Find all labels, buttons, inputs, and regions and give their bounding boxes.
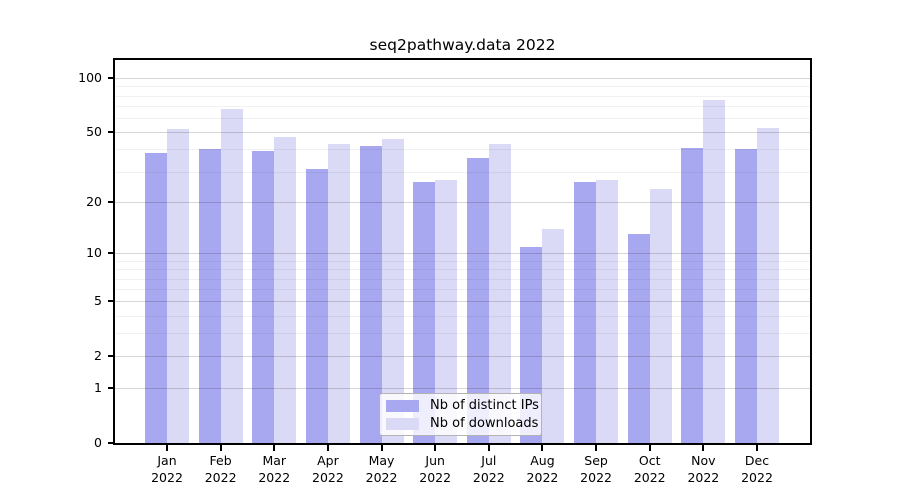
x-tick-label: Jun 2022 bbox=[403, 452, 467, 486]
x-tick-year: 2022 bbox=[741, 470, 773, 485]
x-tick-label: Feb 2022 bbox=[189, 452, 253, 486]
x-tick-year: 2022 bbox=[365, 470, 398, 485]
y-tick bbox=[108, 252, 115, 255]
y-tick-label: 20 bbox=[86, 194, 102, 210]
x-tick-month: Oct bbox=[638, 453, 661, 468]
x-tick-label: Mar 2022 bbox=[242, 452, 306, 486]
legend-label: Nb of distinct IPs bbox=[430, 398, 539, 413]
y-tick-label: 5 bbox=[94, 293, 102, 309]
bar-downloads bbox=[542, 228, 565, 443]
x-tick bbox=[756, 445, 758, 451]
chart-title: seq2pathway.data 2022 bbox=[369, 36, 556, 54]
legend-swatch-downloads bbox=[386, 417, 419, 430]
bar-downloads bbox=[757, 127, 779, 443]
y-tick-label: 100 bbox=[78, 70, 102, 86]
y-tick bbox=[108, 442, 115, 444]
x-tick-month: Apr bbox=[317, 453, 339, 468]
x-tick bbox=[326, 445, 329, 451]
x-tick bbox=[648, 445, 651, 451]
bar-downloads bbox=[167, 129, 189, 443]
bar-distinct-ips bbox=[735, 149, 757, 443]
x-tick-year: 2022 bbox=[526, 470, 559, 485]
legend-swatch-distinct-ips bbox=[386, 399, 419, 412]
bar-distinct-ips bbox=[574, 182, 597, 443]
bar-distinct-ips bbox=[466, 157, 489, 443]
y-tick bbox=[108, 300, 115, 303]
x-tick bbox=[595, 445, 598, 451]
x-tick-label: Sep 2022 bbox=[564, 452, 628, 486]
x-tick-month: Mar bbox=[262, 453, 287, 468]
x-tick-label: Oct 2022 bbox=[618, 452, 682, 486]
y-tick bbox=[108, 387, 115, 390]
legend: Nb of distinct IPs Nb of downloads bbox=[379, 393, 542, 436]
x-tick-year: 2022 bbox=[633, 470, 666, 485]
bar-downloads bbox=[703, 99, 726, 443]
x-tick-year: 2022 bbox=[580, 470, 612, 485]
bar-downloads bbox=[327, 143, 350, 443]
x-tick-year: 2022 bbox=[151, 470, 183, 485]
bar-distinct-ips bbox=[145, 153, 167, 443]
x-tick-year: 2022 bbox=[687, 470, 720, 485]
x-tick-month: Sep bbox=[584, 453, 608, 468]
y-tick-label: 2 bbox=[94, 348, 102, 364]
bar-distinct-ips bbox=[681, 147, 704, 443]
x-tick-month: Aug bbox=[530, 453, 555, 468]
x-tick-label: Dec 2022 bbox=[725, 452, 789, 486]
x-tick-month: Jun bbox=[425, 453, 445, 468]
x-tick-year: 2022 bbox=[472, 470, 505, 485]
x-tick-year: 2022 bbox=[419, 470, 452, 485]
x-tick-label: Apr 2022 bbox=[296, 452, 360, 486]
y-tick bbox=[108, 77, 115, 80]
x-tick bbox=[434, 445, 437, 451]
bar-distinct-ips bbox=[305, 169, 328, 443]
y-tick-label: 10 bbox=[86, 245, 102, 261]
bar-downloads bbox=[596, 179, 619, 443]
x-tick-label: Jan 2022 bbox=[135, 452, 199, 486]
x-tick-label: Aug 2022 bbox=[510, 452, 574, 486]
y-tick bbox=[108, 201, 115, 204]
x-tick-month: Jul bbox=[481, 453, 497, 468]
x-tick bbox=[541, 445, 544, 451]
y-tick-label: 50 bbox=[86, 124, 102, 140]
bar-distinct-ips bbox=[627, 234, 650, 443]
x-tick-month: May bbox=[368, 453, 395, 468]
bar-downloads bbox=[220, 109, 243, 443]
x-tick bbox=[702, 445, 705, 451]
x-tick-year: 2022 bbox=[204, 470, 237, 485]
bar-downloads bbox=[649, 188, 672, 443]
bar-distinct-ips bbox=[413, 182, 436, 443]
legend-row: Nb of distinct IPs bbox=[386, 397, 539, 414]
x-tick bbox=[219, 445, 222, 451]
x-tick-month: Dec bbox=[744, 453, 770, 468]
bar-downloads bbox=[435, 179, 458, 443]
x-tick-year: 2022 bbox=[258, 470, 291, 485]
x-tick-month: Feb bbox=[209, 453, 232, 468]
x-tick-label: May 2022 bbox=[350, 452, 414, 486]
y-tick-label: 0 bbox=[94, 435, 102, 450]
legend-row: Nb of downloads bbox=[386, 415, 539, 432]
x-tick bbox=[487, 445, 490, 451]
bars-layer bbox=[115, 60, 810, 443]
x-tick-label: Jul 2022 bbox=[457, 452, 521, 486]
x-tick bbox=[273, 445, 276, 451]
x-tick-month: Jan bbox=[157, 453, 177, 468]
bar-downloads bbox=[274, 137, 297, 443]
x-tick-year: 2022 bbox=[312, 470, 344, 485]
plot-area: Nb of distinct IPs Nb of downloads bbox=[115, 60, 810, 443]
bar-distinct-ips bbox=[198, 149, 221, 443]
y-tick bbox=[108, 131, 115, 134]
x-tick bbox=[166, 445, 168, 451]
bar-downloads bbox=[381, 138, 404, 443]
x-tick-month: Nov bbox=[691, 453, 716, 468]
x-tick-label: Nov 2022 bbox=[671, 452, 735, 486]
y-tick bbox=[108, 355, 115, 358]
bar-distinct-ips bbox=[359, 145, 382, 443]
y-tick-label: 1 bbox=[94, 380, 102, 396]
x-tick bbox=[380, 445, 383, 451]
bar-distinct-ips bbox=[252, 151, 275, 443]
bar-downloads bbox=[488, 143, 511, 443]
legend-label: Nb of downloads bbox=[430, 416, 539, 431]
